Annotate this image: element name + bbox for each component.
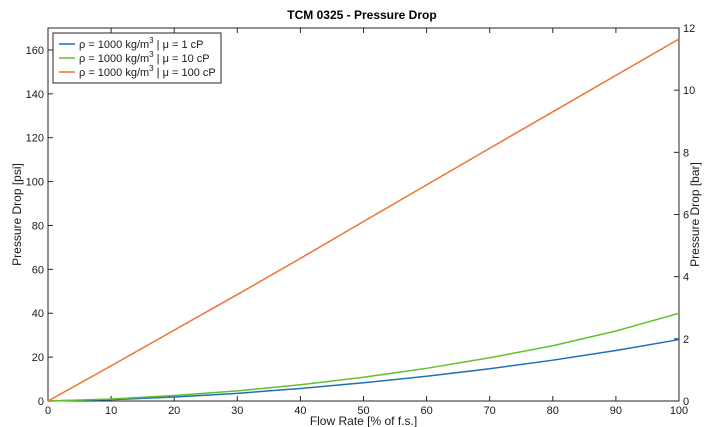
y-tick-label: 20 [32,352,44,364]
x-axis: 0 10 20 30 40 50 60 70 80 90 100 [45,28,688,417]
y2-tick-label: 2 [683,334,689,346]
series-line-2 [47,312,680,402]
y2-tick-label: 10 [683,85,695,97]
y-tick-label: 120 [26,133,44,145]
legend-entry-3: ρ = 1000 kg/m3 | μ = 100 cP [79,64,216,79]
y-tick-label: 140 [26,89,44,101]
y-axis-left: 0 20 40 60 80 100 120 140 160 [26,45,53,408]
x-tick-label: 50 [357,405,369,417]
y2-tick-label: 4 [683,272,689,284]
y-axis-right: 0 2 4 6 8 10 12 [674,23,695,408]
y2-tick-label: 12 [683,23,695,35]
x-tick-label: 40 [294,405,306,417]
y2-axis-label: Pressure Drop [bar] [688,162,702,267]
x-tick-label: 20 [168,405,180,417]
x-tick-label: 30 [231,405,243,417]
legend-entry-1: ρ = 1000 kg/m3 | μ = 1 cP [79,36,203,51]
x-tick-label: 0 [45,405,51,417]
y-tick-label: 100 [26,177,44,189]
series-line-1 [47,338,680,402]
x-axis-label: Flow Rate [% of f.s.] [310,414,417,427]
chart-title: TCM 0325 - Pressure Drop [287,8,436,22]
y-tick-label: 80 [32,220,44,232]
series-line-3 [47,38,680,402]
x-tick-label: 80 [547,405,559,417]
y2-tick-label: 0 [683,396,689,408]
x-tick-label: 10 [105,405,117,417]
y-tick-label: 160 [26,45,44,57]
y-tick-label: 40 [32,308,44,320]
legend: ρ = 1000 kg/m3 | μ = 1 cPρ = 1000 kg/m3 … [52,32,222,84]
y-tick-label: 60 [32,264,44,276]
series-lines [47,38,680,402]
x-tick-label: 90 [610,405,622,417]
legend-box [52,32,222,84]
x-tick-label: 100 [670,405,688,417]
x-tick-label: 70 [484,405,496,417]
plot-area [47,27,680,402]
y2-tick-label: 8 [683,147,689,159]
plot-frame [47,27,680,402]
y-tick-label: 0 [38,396,44,408]
legend-entry-2: ρ = 1000 kg/m3 | μ = 10 cP [79,50,210,65]
y2-tick-label: 6 [683,210,689,222]
x-tick-label: 60 [420,405,432,417]
y-axis-label: Pressure Drop [psi] [10,163,24,266]
